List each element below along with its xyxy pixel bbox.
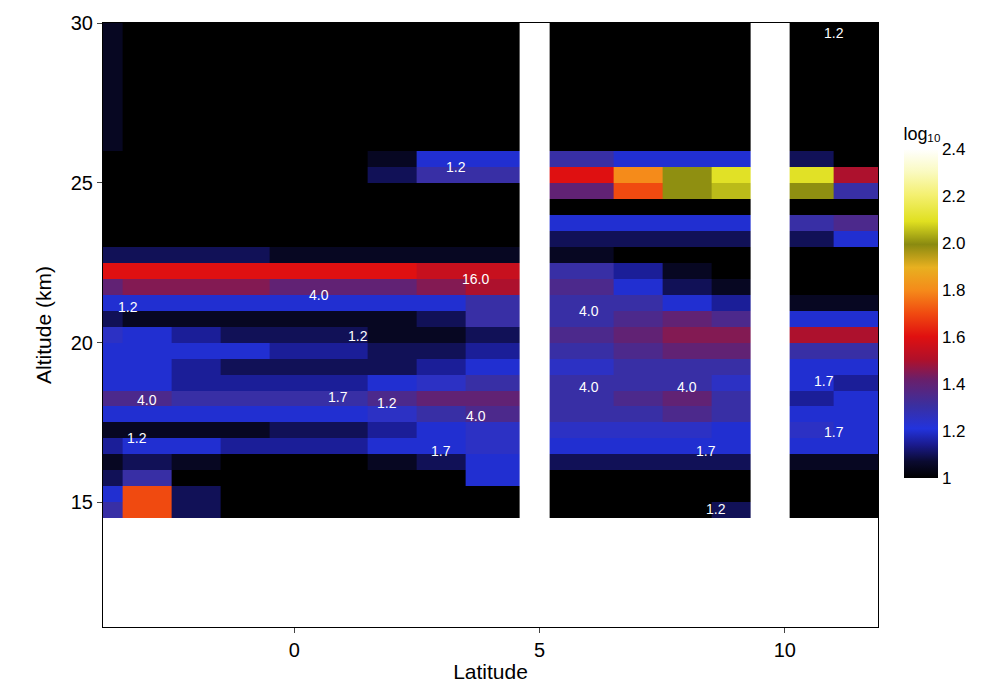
svg-text:4.0: 4.0 <box>579 379 599 395</box>
svg-text:1.2: 1.2 <box>377 395 397 411</box>
svg-text:30: 30 <box>71 12 93 34</box>
svg-text:1.8: 1.8 <box>942 281 966 300</box>
svg-text:1.7: 1.7 <box>431 443 451 459</box>
svg-text:5: 5 <box>534 639 545 661</box>
svg-text:1.7: 1.7 <box>328 389 348 405</box>
svg-text:0: 0 <box>289 639 300 661</box>
svg-text:25: 25 <box>71 172 93 194</box>
svg-text:log₁₀: log₁₀ <box>904 124 942 144</box>
svg-text:Latitude: Latitude <box>453 660 528 683</box>
svg-text:2.2: 2.2 <box>942 187 966 206</box>
svg-text:4.0: 4.0 <box>579 303 599 319</box>
svg-text:10: 10 <box>774 639 796 661</box>
svg-text:16.0: 16.0 <box>462 271 489 287</box>
svg-text:4.0: 4.0 <box>137 392 157 408</box>
svg-text:20: 20 <box>71 332 93 354</box>
svg-text:1.2: 1.2 <box>824 25 844 41</box>
svg-text:1.2: 1.2 <box>118 299 138 315</box>
svg-text:1: 1 <box>942 469 951 488</box>
svg-text:1.2: 1.2 <box>446 159 466 175</box>
svg-text:Altitude (km): Altitude (km) <box>32 266 55 384</box>
svg-text:1.7: 1.7 <box>696 443 716 459</box>
svg-text:1.6: 1.6 <box>942 328 966 347</box>
svg-text:1.7: 1.7 <box>824 424 844 440</box>
svg-text:1.2: 1.2 <box>942 422 966 441</box>
svg-text:1.2: 1.2 <box>348 328 368 344</box>
svg-text:4.0: 4.0 <box>677 379 697 395</box>
svg-text:15: 15 <box>71 491 93 513</box>
svg-text:2.0: 2.0 <box>942 234 966 253</box>
svg-text:1.2: 1.2 <box>127 430 147 446</box>
svg-text:4.0: 4.0 <box>309 287 329 303</box>
svg-text:2.4: 2.4 <box>942 140 966 159</box>
svg-text:1.4: 1.4 <box>942 375 966 394</box>
svg-text:1.2: 1.2 <box>706 501 726 517</box>
svg-text:1.7: 1.7 <box>814 373 834 389</box>
svg-text:4.0: 4.0 <box>466 408 486 424</box>
